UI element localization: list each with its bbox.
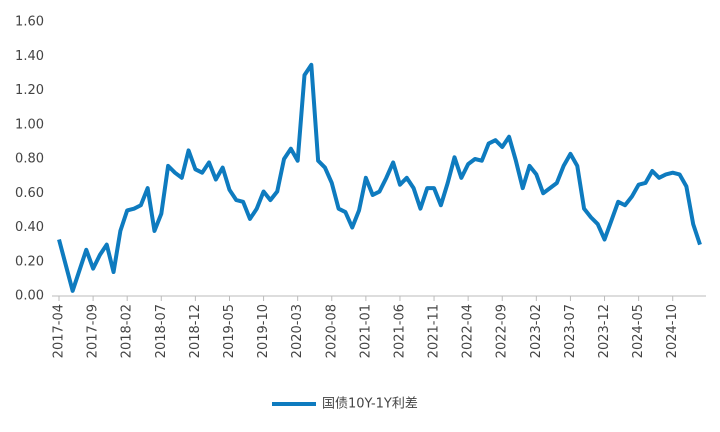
y-tick-label: 1.60 <box>15 15 44 30</box>
x-tick-label: 2023-02 <box>529 304 544 358</box>
y-tick-label: 1.40 <box>15 49 44 64</box>
x-tick-label: 2018-07 <box>154 304 169 358</box>
x-tick-label: 2022-04 <box>461 304 476 358</box>
x-tick-label: 2023-07 <box>563 304 578 358</box>
y-tick-label: 0.60 <box>15 186 44 201</box>
x-tick-label: 2020-03 <box>290 304 305 358</box>
x-tick-label: 2023-12 <box>597 304 612 358</box>
y-tick-label: 1.00 <box>15 117 44 132</box>
x-tick-label: 2019-05 <box>222 304 237 358</box>
line-series <box>57 62 702 293</box>
x-tick-label: 2018-12 <box>188 304 203 358</box>
y-tick-label: 0.20 <box>15 254 44 269</box>
y-tick-label: 0.00 <box>15 289 44 304</box>
legend-label: 国债10Y-1Y利差 <box>322 397 418 412</box>
x-tick-label: 2021-01 <box>358 304 373 358</box>
x-tick-label: 2021-11 <box>427 304 442 358</box>
y-tick-label: 0.80 <box>15 152 44 167</box>
x-tick-label: 2021-06 <box>392 304 407 358</box>
x-tick-label: 2022-09 <box>495 304 510 358</box>
y-tick-label: 0.40 <box>15 220 44 235</box>
x-tick-label: 2018-02 <box>120 304 135 358</box>
x-tick-label: 2019-10 <box>256 304 271 358</box>
x-tick-label: 2020-08 <box>324 304 339 358</box>
x-tick-label: 2017-04 <box>52 304 67 358</box>
y-tick-label: 1.20 <box>15 83 44 98</box>
x-tick-label: 2024-10 <box>665 304 680 358</box>
x-tick-label: 2024-05 <box>631 304 646 358</box>
x-tick-label: 2017-09 <box>86 304 101 358</box>
